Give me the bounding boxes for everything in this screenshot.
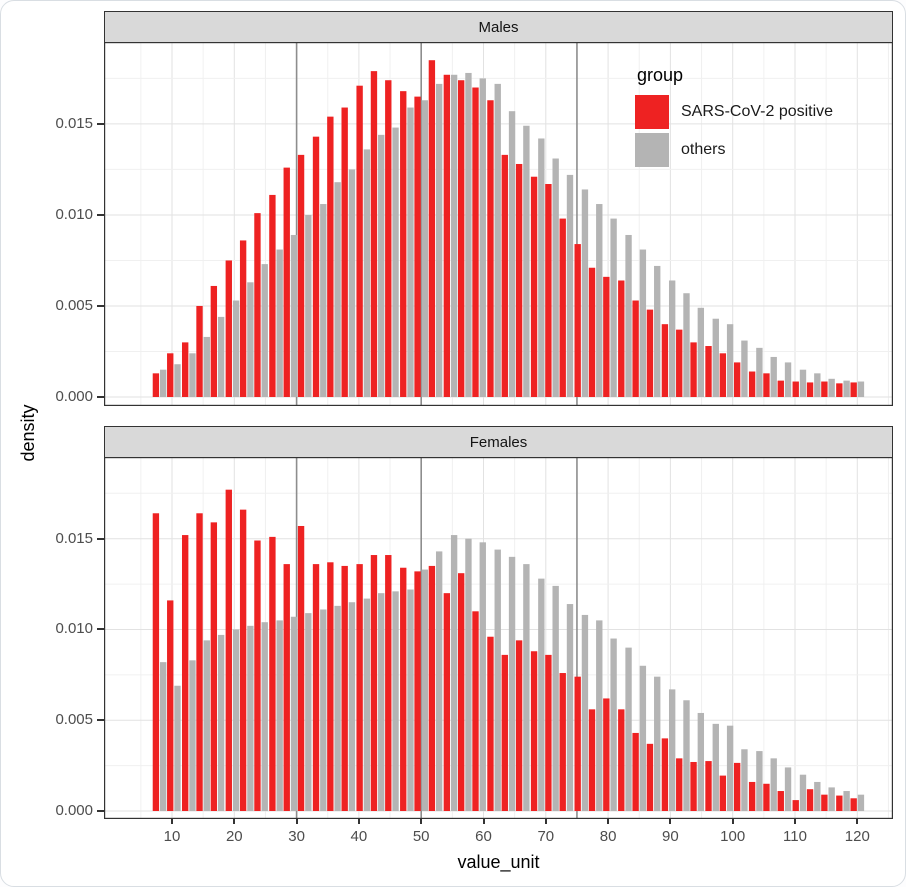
x-tick-label: 40 [350, 828, 368, 845]
y-tick-label: 0.000 [55, 388, 93, 405]
x-tick-mark [731, 818, 734, 824]
legend-swatch-positive [635, 95, 669, 129]
x-tick-mark [233, 818, 236, 824]
females-panel [104, 457, 893, 819]
x-tick-mark [607, 818, 610, 824]
x-tick-label: 100 [720, 828, 746, 845]
x-tick-label: 30 [288, 828, 305, 845]
y-tick-label: 0.015 [55, 529, 93, 547]
males-others-bars [159, 72, 865, 398]
males-panel-chart [104, 42, 893, 406]
legend-item-positive: SARS-CoV-2 positive [635, 95, 833, 129]
y-tick-mark [97, 396, 104, 398]
legend: group SARS-CoV-2 positive others [635, 65, 833, 171]
legend-label-others: others [681, 141, 726, 158]
x-axis-title: value_unit [457, 852, 540, 872]
x-tick-mark [544, 818, 547, 824]
x-tick-label: 70 [537, 828, 555, 845]
y-tick-mark [97, 122, 104, 125]
x-tick-mark [357, 818, 360, 824]
y-tick-label: 0.015 [55, 114, 93, 132]
x-tick-mark [420, 818, 423, 824]
facet-strip-females-label: Females [469, 433, 528, 451]
x-tick-label: 60 [475, 828, 492, 845]
x-tick-mark [482, 818, 485, 824]
y-tick-mark [97, 537, 104, 540]
x-tick-mark [794, 818, 796, 824]
y-tick-label: 0.010 [55, 205, 93, 223]
x-tick-label: 50 [412, 828, 430, 845]
y-tick-mark [97, 213, 104, 216]
facet-strip-females: Females [104, 426, 893, 458]
facet-strip-males-label: Males [478, 18, 519, 36]
y-tick-label: 0.010 [55, 620, 93, 638]
legend-item-others: others [635, 133, 833, 167]
legend-title: group [637, 65, 684, 85]
x-tick-mark [669, 818, 672, 824]
y-tick-mark [97, 719, 104, 722]
x-tick-label: 10 [163, 828, 181, 845]
x-tick-label: 80 [599, 828, 617, 845]
facet-strip-males: Males [104, 11, 893, 43]
males-positive-bars [152, 60, 857, 398]
males-panel [104, 42, 893, 406]
x-tick-label: 110 [783, 828, 807, 845]
y-tick-mark [97, 304, 104, 307]
x-tick-mark [856, 818, 859, 824]
x-tick-mark [171, 818, 173, 824]
y-tick-mark [97, 628, 104, 631]
x-tick-label: 120 [844, 828, 870, 845]
legend-label-positive: SARS-CoV-2 positive [681, 103, 834, 120]
x-tick-label: 90 [662, 828, 679, 845]
y-tick-label: 0.005 [55, 296, 93, 314]
y-tick-label: 0.000 [55, 802, 93, 819]
y-tick-label: 0.005 [55, 711, 93, 729]
females-panel-chart [104, 457, 893, 819]
females-others-bars [159, 535, 865, 811]
x-tick-label: 20 [225, 828, 243, 845]
y-tick-mark [97, 810, 104, 812]
legend-swatch-others [635, 133, 669, 167]
x-tick-mark [295, 818, 298, 824]
females-positive-bars [152, 489, 857, 811]
